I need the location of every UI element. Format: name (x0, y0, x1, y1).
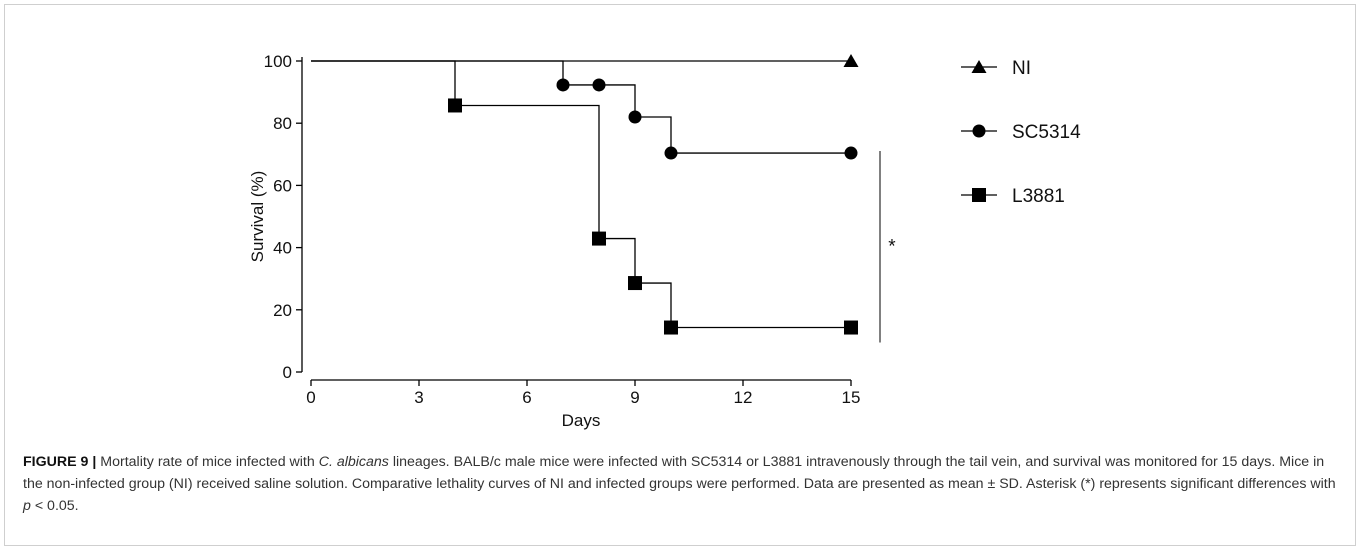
legend-item-ni: NI (961, 58, 1031, 79)
legend-marker (971, 60, 987, 73)
y-tick-label: 40 (273, 239, 292, 258)
figure-number: FIGURE 9 | (23, 454, 97, 470)
x-tick-label: 9 (630, 388, 639, 407)
data-point (628, 276, 642, 291)
series-line (311, 60, 851, 329)
survival-chart: 0 20 40 60 80 100 0 3 6 9 12 15 Days Survival (%) * N… (248, 52, 1081, 430)
legend-marker (972, 188, 986, 202)
y-axis-title: Survival (%) (248, 171, 267, 263)
x-tick-label: 6 (522, 388, 531, 407)
y-tick-label: 0 (283, 363, 292, 382)
legend-item-l3881: L3881 (961, 186, 1065, 207)
x-tick-label: 3 (414, 388, 423, 407)
legend-label: SC5314 (1012, 122, 1081, 143)
legend-label: L3881 (1012, 186, 1065, 207)
caption-species: C. albicans (318, 454, 389, 470)
y-tick-label: 100 (264, 52, 292, 71)
x-tick-label: 15 (842, 388, 861, 407)
data-point (592, 78, 606, 92)
figure-caption: FIGURE 9 | Mortality rate of mice infect… (23, 451, 1347, 517)
caption-text-1: Mortality rate of mice infected with (96, 454, 319, 470)
y-tick-label: 80 (273, 114, 292, 133)
data-point (844, 146, 858, 160)
y-tick-label: 20 (273, 301, 292, 320)
data-point (844, 320, 858, 335)
x-tick-label: 0 (306, 388, 315, 407)
caption-p-symbol: p (23, 498, 31, 514)
y-tick-label: 60 (273, 176, 292, 195)
caption-text-2: lineages. BALB/c male mice were infected… (23, 454, 1336, 492)
legend-marker (972, 124, 986, 138)
chart-axes: 0 20 40 60 80 100 0 3 6 9 12 15 Days Survival (%) (248, 52, 860, 430)
data-point (664, 320, 678, 335)
chart-series (311, 54, 859, 335)
data-point (843, 54, 859, 67)
legend-item-sc5314: SC5314 (961, 122, 1081, 143)
data-point (628, 110, 642, 124)
data-point (592, 231, 606, 246)
legend-label: NI (1012, 58, 1031, 79)
caption-text-3: < 0.05. (30, 498, 79, 514)
significance-asterisk: * (888, 236, 896, 257)
series-sc5314 (311, 60, 858, 160)
series-l3881 (311, 60, 858, 335)
data-point (664, 146, 678, 160)
figure-frame: 0 20 40 60 80 100 0 3 6 9 12 15 Days Survival (%) * N… (4, 4, 1356, 546)
chart-legend: NI SC5314 L3881 (961, 58, 1081, 207)
x-tick-label: 12 (734, 388, 753, 407)
series-line (311, 60, 851, 154)
data-point (448, 98, 462, 113)
chart-annotations: * (879, 151, 896, 343)
x-axis-title: Days (562, 411, 601, 430)
data-point (556, 78, 570, 92)
